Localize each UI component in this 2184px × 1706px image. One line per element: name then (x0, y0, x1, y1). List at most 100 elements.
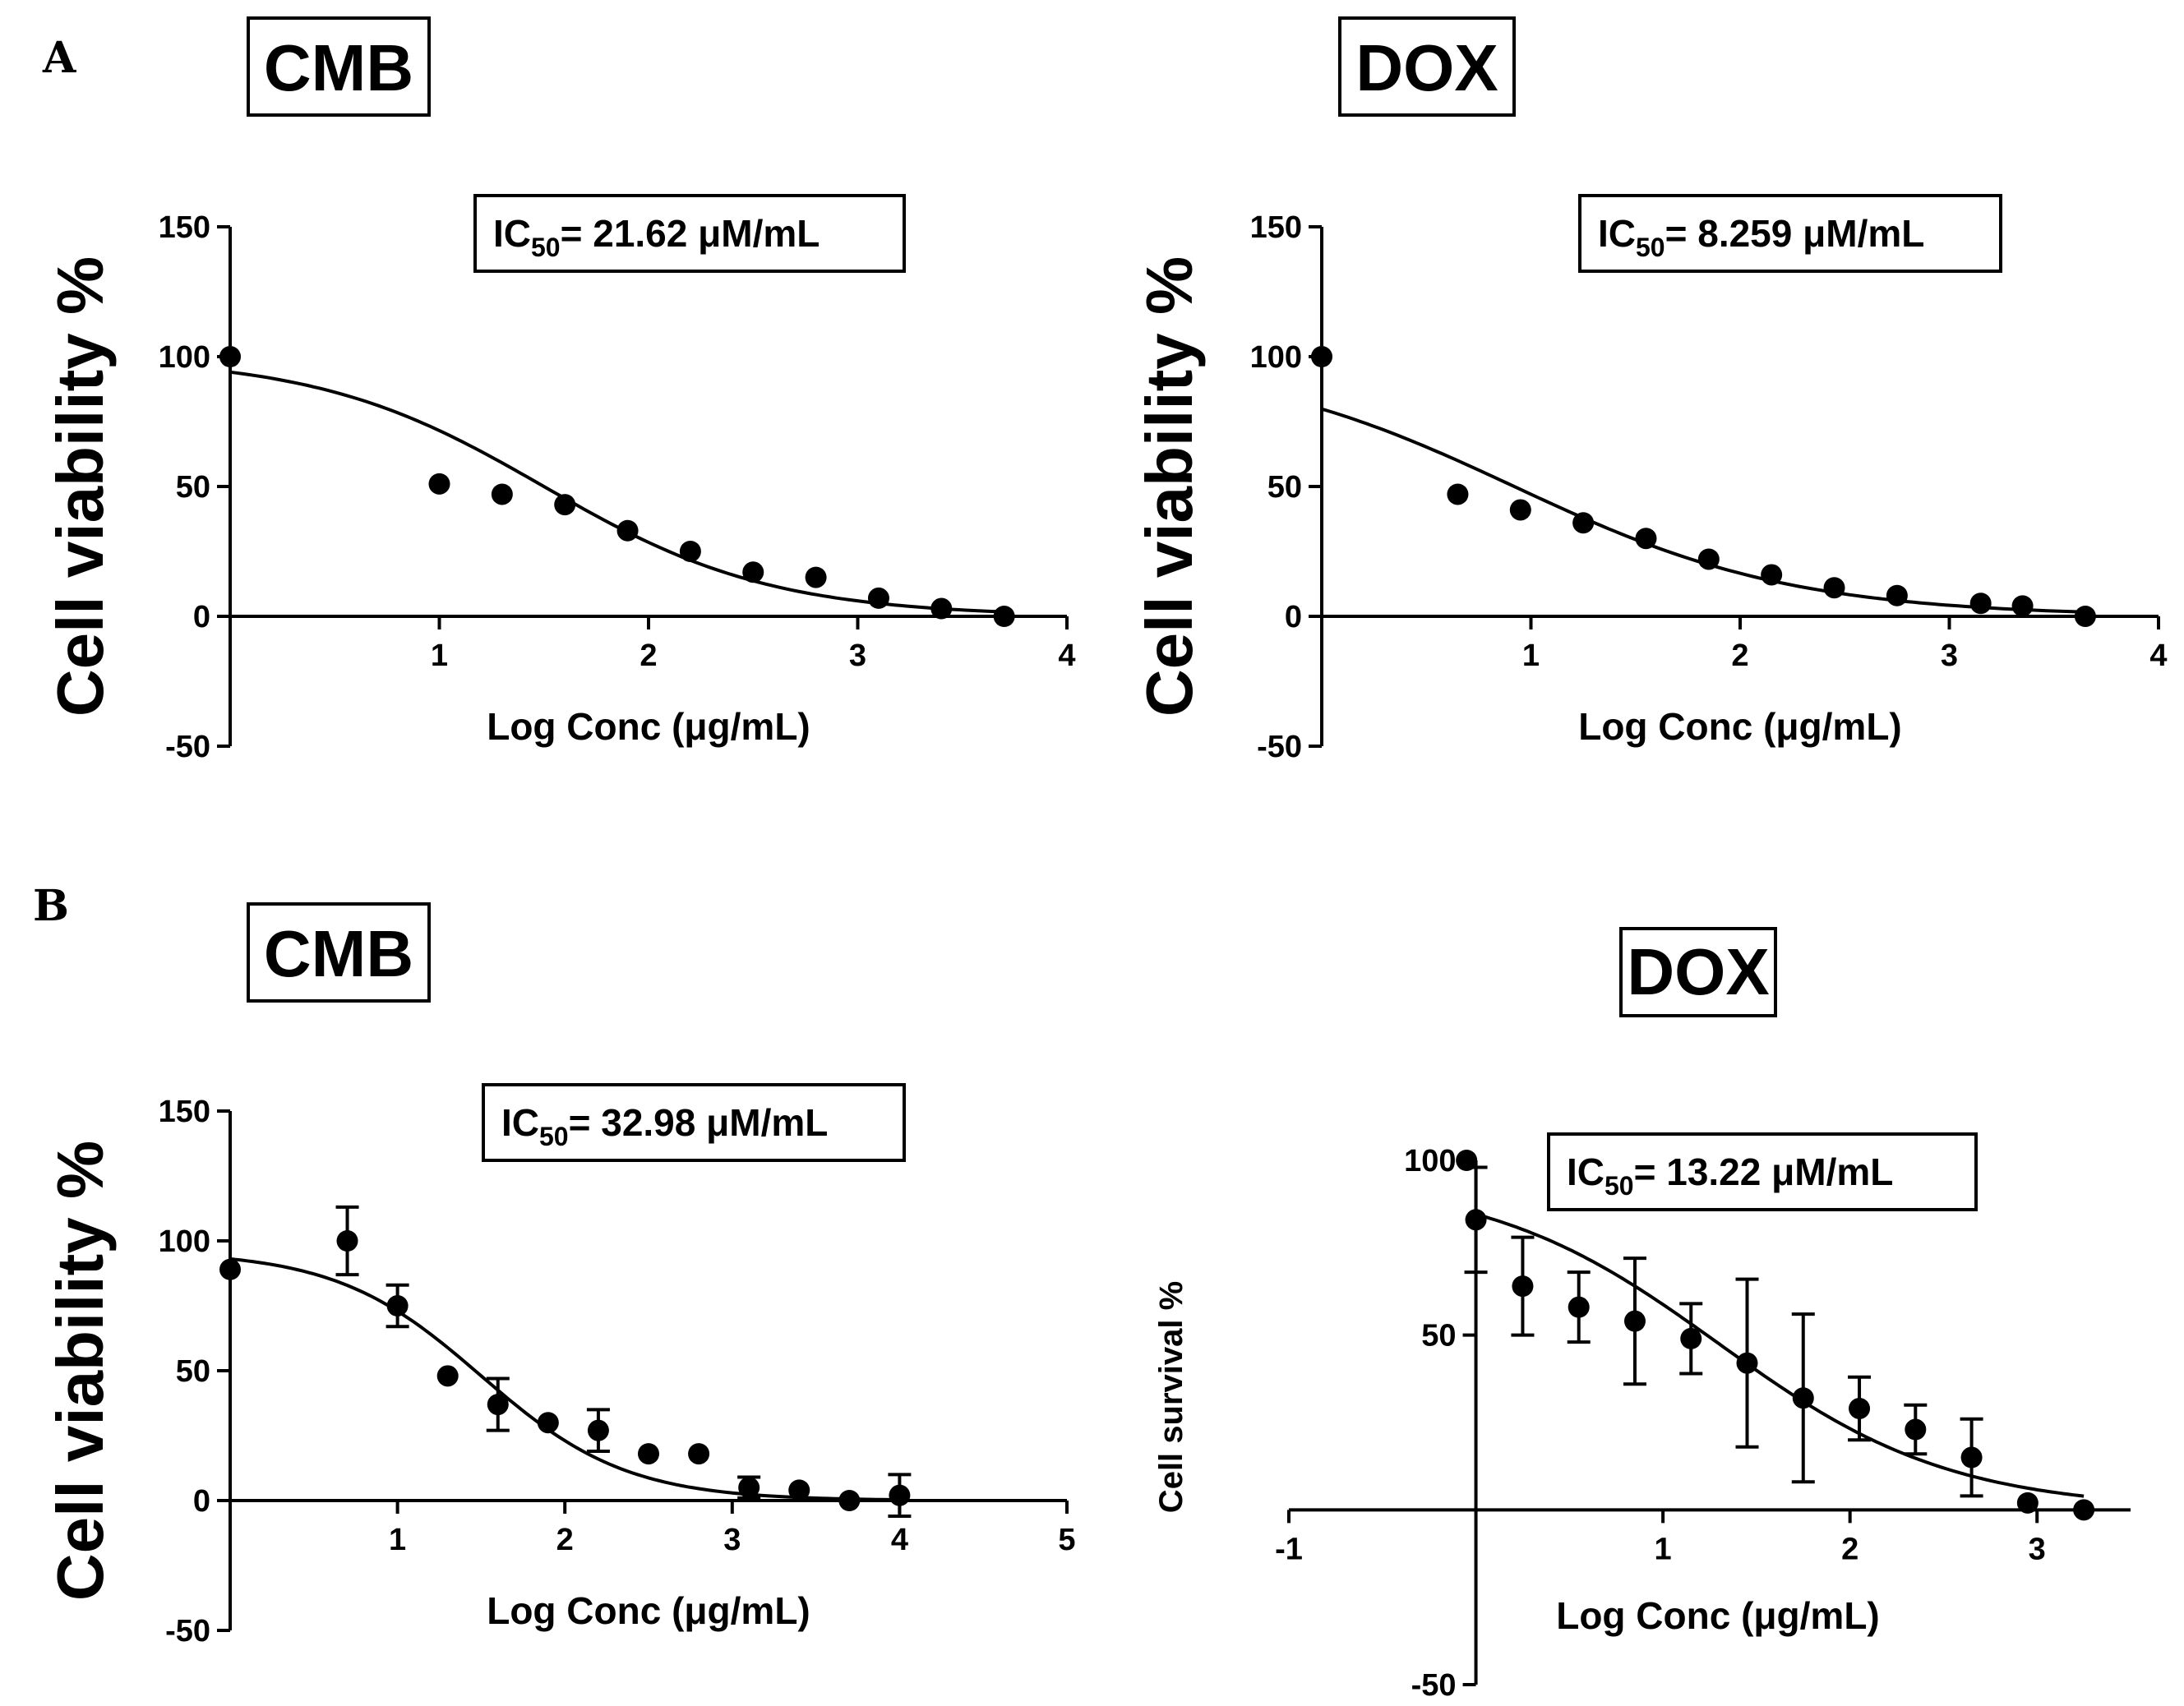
x-axis-label: Log Conc (μg/mL) (1578, 705, 1902, 748)
data-point (587, 1419, 609, 1441)
y-axis-label: Cell viability % (44, 1141, 117, 1601)
x-tick-label: 3 (1941, 639, 1958, 673)
chart-a-cmb: -50 0 50 100 150 1 2 3 4 Log Conc (μg/mL) Cell via… (44, 194, 1076, 764)
chart-title-a-cmb: CMB (264, 31, 413, 104)
chart-b-cmb: -50 0 50 100 150 1 2 3 4 5 Log Conc (μg/mL) Cell vi… (44, 1083, 1076, 1648)
data-point (436, 1365, 459, 1387)
fit-curve (229, 370, 1004, 614)
data-point (1886, 584, 1908, 606)
y-tick-label: 100 (159, 340, 210, 375)
x-tick-label: 5 (1058, 1523, 1075, 1557)
y-tick-label: 100 (1250, 340, 1302, 375)
y-tick-label: 150 (159, 210, 210, 245)
y-tick-label: -50 (165, 1614, 210, 1648)
data-point (1456, 1150, 1478, 1171)
x-tick-label: 1 (1522, 639, 1540, 673)
y-tick-label: 0 (193, 1484, 210, 1519)
data-point (1680, 1327, 1702, 1349)
data-point (1969, 592, 1992, 615)
chart-title-a-dox: DOX (1355, 31, 1498, 104)
data-point (805, 566, 827, 588)
panel-letter-a: A (42, 33, 76, 83)
chart-title-b-cmb: CMB (264, 917, 413, 990)
title-box-a-cmb: CMB (247, 16, 431, 117)
ic50-box (482, 1083, 906, 1162)
data-point (1311, 346, 1332, 367)
x-tick-label: 3 (2029, 1532, 2046, 1566)
data-point (1447, 483, 1469, 505)
chart-title-b-dox: DOX (1627, 935, 1769, 1008)
data-point (1792, 1387, 1814, 1409)
y-tick-label: -50 (1411, 1668, 1457, 1703)
data-point (838, 1490, 861, 1511)
data-point (1823, 577, 1845, 599)
data-point (930, 597, 953, 620)
title-box-b-dox: DOX (1619, 927, 1777, 1017)
ic50-label: IC50= 8.259 μM/mL (1598, 212, 1924, 262)
data-point (554, 494, 576, 516)
x-tick-label: 2 (640, 639, 657, 673)
x-tick-label: 1 (1655, 1532, 1672, 1566)
y-tick-label: 0 (1285, 600, 1302, 634)
x-tick-label: 3 (723, 1523, 741, 1557)
chart-a-dox: -50 0 50 100 150 1 2 3 4 Log Conc (μg/mL) Cell via… (1133, 194, 2168, 764)
x-tick-label: 2 (556, 1523, 574, 1557)
data-point (1512, 1275, 1534, 1298)
x-axis-label: Log Conc (μg/mL) (487, 1589, 810, 1632)
data-point (2073, 1499, 2095, 1521)
y-tick-label: 150 (1250, 210, 1302, 245)
data-point (2074, 606, 2096, 627)
data-point (788, 1479, 810, 1501)
data-point (2016, 1492, 2039, 1514)
x-tick-label: 1 (389, 1523, 406, 1557)
data-point (386, 1295, 409, 1316)
fit-curve (229, 1256, 900, 1501)
ic50-label: IC50= 32.98 μM/mL (501, 1101, 828, 1151)
data-point (742, 561, 764, 583)
data-point (1509, 499, 1531, 521)
panel-letter-b: B (33, 881, 69, 931)
data-point (1761, 564, 1783, 586)
y-tick-label: -50 (165, 730, 210, 764)
x-axis-label: Log Conc (μg/mL) (1556, 1594, 1880, 1637)
data-point (219, 346, 241, 367)
data-point (219, 1258, 241, 1280)
x-tick-label: 1 (431, 639, 448, 673)
ic50-box (1578, 194, 2002, 273)
data-point (889, 1484, 911, 1506)
ic50-label: IC50= 13.22 μM/mL (1567, 1150, 1893, 1201)
data-point (491, 483, 513, 505)
y-tick-label: 0 (193, 600, 210, 634)
data-point (738, 1477, 760, 1499)
title-box-a-dox: DOX (1338, 16, 1516, 117)
y-tick-label: -50 (1257, 730, 1302, 764)
x-tick-label: 4 (1058, 639, 1075, 673)
y-tick-label: 100 (159, 1224, 210, 1259)
y-axis-label: Cell survival % (1153, 1281, 1189, 1513)
data-point (487, 1394, 509, 1416)
ic50-box (473, 194, 906, 273)
data-point (1960, 1446, 1983, 1469)
data-point (428, 473, 450, 495)
data-point (1697, 548, 1720, 570)
x-axis-label: Log Conc (μg/mL) (487, 705, 810, 748)
y-axis-label: Cell viability % (44, 256, 117, 717)
data-point (993, 606, 1015, 627)
data-point (867, 587, 889, 609)
y-tick-label: 50 (1421, 1319, 1456, 1353)
data-point (2011, 595, 2034, 617)
data-point (1736, 1352, 1758, 1374)
x-tick-label: 2 (1841, 1532, 1858, 1566)
data-point (638, 1443, 659, 1465)
data-point (1635, 528, 1657, 550)
data-point (616, 519, 639, 542)
fit-curve (1475, 1212, 2085, 1498)
data-point (1568, 1296, 1590, 1318)
data-point (1905, 1418, 1927, 1441)
ic50-box (1547, 1132, 1978, 1211)
data-point (336, 1230, 358, 1252)
y-tick-label: 50 (176, 1354, 210, 1389)
title-box-b-cmb: CMB (247, 902, 431, 1003)
y-tick-label: 50 (1267, 470, 1302, 505)
data-point (537, 1412, 559, 1434)
